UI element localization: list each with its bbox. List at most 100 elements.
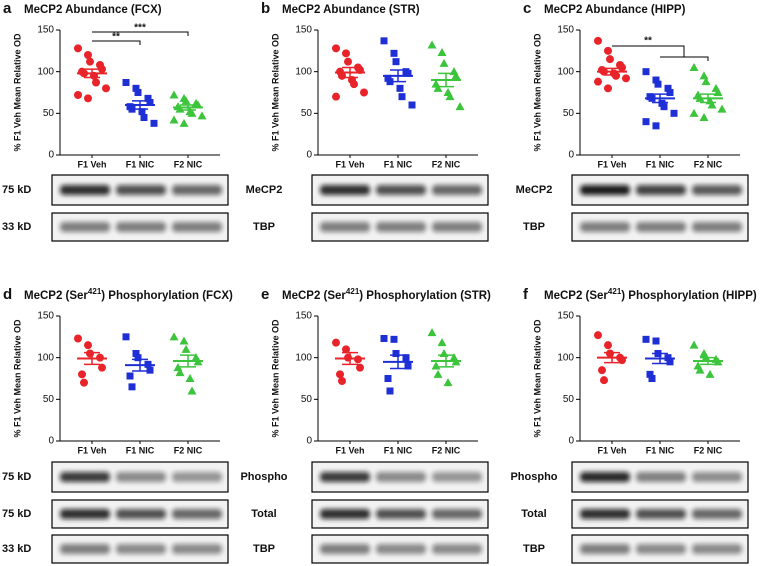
data-point <box>431 361 441 370</box>
data-point <box>185 374 195 382</box>
significance-label: ** <box>644 36 652 47</box>
data-point <box>169 332 179 341</box>
error-bar <box>652 352 668 365</box>
y-tick-label: 0 <box>568 150 574 161</box>
data-point <box>150 119 158 127</box>
chart-title: MeCP2 Abundance (STR) <box>282 4 420 16</box>
blot-band <box>320 185 370 195</box>
blot-band <box>376 185 426 195</box>
x-tick-label: F1 NIC <box>384 159 413 169</box>
blot-band <box>692 185 742 195</box>
data-point <box>181 344 191 353</box>
data-point <box>717 104 727 113</box>
blot-band <box>432 185 482 195</box>
blot-band <box>432 222 482 232</box>
blot-band <box>580 509 630 519</box>
error-bar <box>438 354 454 368</box>
data-point <box>443 378 453 387</box>
data-point <box>338 377 346 385</box>
title-superscript: 421 <box>88 287 102 296</box>
data-point <box>74 91 82 99</box>
blot-band <box>60 472 110 482</box>
blot-size-label: 75 kD <box>2 508 31 520</box>
data-point <box>138 108 146 116</box>
y-tick-label: 0 <box>48 150 54 161</box>
x-tick-label: F1 NIC <box>126 159 155 169</box>
y-tick-label: 100 <box>37 66 54 77</box>
data-point <box>695 365 705 374</box>
data-point <box>179 336 189 345</box>
blot-band <box>116 185 166 195</box>
data-point <box>187 108 197 117</box>
data-point <box>604 84 612 93</box>
data-point <box>396 84 404 92</box>
error-bar <box>342 66 358 79</box>
blot-band <box>580 544 630 554</box>
blot-band <box>580 222 630 232</box>
data-point <box>642 335 650 343</box>
title-text: MeCP2 (Ser <box>544 290 608 302</box>
blot-band <box>692 509 742 519</box>
data-point <box>332 338 340 347</box>
error-bar <box>180 104 196 111</box>
y-axis-label: % F1 Veh Mean Relative OD <box>270 319 280 438</box>
y-tick-label: 0 <box>48 436 54 447</box>
data-point <box>74 334 82 343</box>
y-tick-label: 100 <box>557 352 574 363</box>
blot-band <box>432 509 482 519</box>
y-tick-label: 50 <box>301 394 313 405</box>
data-point <box>342 345 350 354</box>
data-point <box>336 370 344 379</box>
error-bar <box>84 351 100 366</box>
blot-band <box>60 509 110 519</box>
blot-band <box>692 544 742 554</box>
error-bar <box>438 72 454 88</box>
data-point <box>648 375 656 382</box>
x-tick-label: F1 Veh <box>597 159 626 169</box>
significance-label: *** <box>134 23 146 34</box>
data-point <box>699 113 709 121</box>
data-point <box>392 58 400 66</box>
x-tick-label: F1 NIC <box>126 445 155 455</box>
data-point <box>187 386 197 395</box>
data-point <box>179 118 189 127</box>
data-point <box>437 48 447 56</box>
x-tick-label: F1 NIC <box>646 445 675 455</box>
blot-size-label: 33 kD <box>2 543 31 555</box>
data-point <box>398 93 406 101</box>
data-point <box>594 36 602 45</box>
data-point <box>402 354 410 362</box>
error-bar <box>390 69 406 83</box>
error-bar <box>84 68 100 79</box>
data-point <box>437 338 447 347</box>
data-point <box>92 78 100 87</box>
y-tick-label: 0 <box>306 150 312 161</box>
blot-band <box>116 472 166 482</box>
data-point <box>98 363 106 372</box>
blot-band <box>376 472 426 482</box>
blot-band <box>692 472 742 482</box>
data-point <box>427 40 437 49</box>
data-point <box>652 337 660 345</box>
significance-label: ** <box>112 32 120 43</box>
data-point <box>604 341 612 350</box>
error-bar <box>390 354 406 370</box>
significance-bracket <box>92 40 141 45</box>
title-suffix: ) Phosphorylation (STR) <box>359 290 491 302</box>
x-tick-label: F1 Veh <box>335 445 364 455</box>
error-bar <box>700 93 716 104</box>
y-axis-label: % F1 Veh Mean Relative OD <box>12 319 22 438</box>
blot-band <box>636 509 686 519</box>
blot-band <box>432 472 482 482</box>
error-bar <box>342 351 358 366</box>
significance-bracket <box>612 45 709 61</box>
data-point <box>427 328 437 337</box>
data-point <box>132 350 140 357</box>
data-point <box>646 370 654 378</box>
y-axis-label: % F1 Veh Mean Relative OD <box>270 33 280 152</box>
data-point <box>670 109 678 117</box>
y-tick-label: 100 <box>295 352 312 363</box>
y-tick-label: 100 <box>557 66 574 77</box>
blot-band <box>172 509 222 519</box>
data-point <box>134 354 142 362</box>
